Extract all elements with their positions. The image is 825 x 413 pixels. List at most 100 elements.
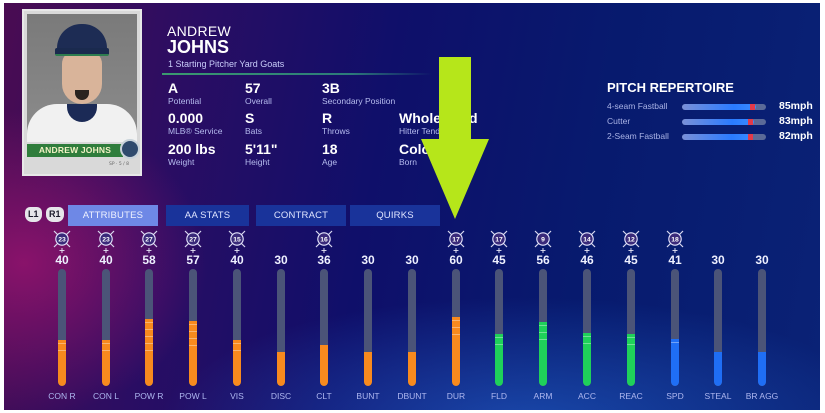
- svg-text:23: 23: [58, 237, 66, 244]
- plus-icon: +: [320, 246, 328, 255]
- attribute-value: 41: [668, 253, 682, 267]
- training-boost-icon: 23: [53, 230, 71, 248]
- attribute-label: SPD: [666, 391, 684, 401]
- pitch-speed-bar: [682, 134, 766, 140]
- attribute-bar: [714, 269, 722, 386]
- svg-text:27: 27: [189, 237, 197, 244]
- attribute-bar: [102, 269, 110, 386]
- attribute-acc[interactable]: 14 +46 ACC: [567, 228, 607, 408]
- plus-icon: +: [583, 246, 591, 255]
- pitch-row: 2-Seam Fastball 82mph: [607, 130, 817, 144]
- pitch-row: 4-seam Fastball 85mph: [607, 100, 817, 114]
- attribute-label: POW R: [134, 391, 164, 401]
- attribute-pow-r[interactable]: 27 +58 POW R: [129, 228, 169, 408]
- tab-contract[interactable]: CONTRACT: [256, 205, 346, 226]
- attribute-bar: [233, 269, 241, 386]
- attribute-label: STEAL: [704, 391, 732, 401]
- attribute-con-r[interactable]: 23 +40 CON R: [42, 228, 82, 408]
- attribute-label: DISC: [270, 391, 292, 401]
- attribute-label: POW L: [179, 391, 207, 401]
- svg-text:17: 17: [495, 237, 503, 244]
- attribute-value: 30: [711, 253, 725, 267]
- pitch-name: Cutter: [607, 116, 631, 126]
- attribute-value: 40: [230, 253, 244, 267]
- tab-aa-stats[interactable]: AA STATS: [166, 205, 249, 226]
- attribute-steal[interactable]: 30 STEAL: [698, 228, 738, 408]
- attribute-bar: [671, 269, 679, 386]
- attribute-label: REAC: [619, 391, 643, 401]
- plus-icon: +: [58, 246, 66, 255]
- attribute-bar: [189, 269, 197, 386]
- attribute-label: FLD: [490, 391, 508, 401]
- training-boost-icon: 23: [97, 230, 115, 248]
- training-boost-icon: 27: [140, 230, 158, 248]
- svg-text:18: 18: [671, 237, 679, 244]
- attribute-bar: [408, 269, 416, 386]
- attribute-bar: [277, 269, 285, 386]
- attribute-bar: [627, 269, 635, 386]
- attribute-bar: [495, 269, 503, 386]
- plus-icon: +: [627, 246, 635, 255]
- player-position-team: 1 Starting Pitcher Yard Goats: [168, 59, 285, 69]
- stat-born: Colo Born: [399, 141, 431, 168]
- jersey: [27, 104, 137, 142]
- attribute-label: ARM: [533, 391, 553, 401]
- attribute-value: 36: [317, 253, 331, 267]
- attribute-disc[interactable]: 30 DISC: [261, 228, 301, 408]
- attribute-dbunt[interactable]: 30 DBUNT: [392, 228, 432, 408]
- pitch-name: 4-seam Fastball: [607, 101, 668, 111]
- plus-icon: +: [539, 246, 547, 255]
- tab-quirks[interactable]: QUIRKS: [350, 205, 440, 226]
- attribute-value: 58: [142, 253, 156, 267]
- attribute-value: 30: [361, 253, 375, 267]
- plus-icon: +: [671, 246, 679, 255]
- card-subtext: SP · 5 / 8: [109, 162, 129, 167]
- pitch-speed-bar: [682, 119, 766, 125]
- training-boost-icon: 16: [315, 230, 333, 248]
- stat-bats: S Bats: [245, 110, 263, 137]
- training-boost-icon: 14: [578, 230, 596, 248]
- attribute-label: BUNT: [356, 391, 380, 401]
- attribute-label: DBUNT: [397, 391, 427, 401]
- attribute-bar: [58, 269, 66, 386]
- stat-secondary-position: 3B Secondary Position: [322, 80, 396, 107]
- svg-text:27: 27: [145, 237, 153, 244]
- card-nameplate: ANDREW JOHNS: [27, 144, 123, 157]
- training-boost-icon: 17: [490, 230, 508, 248]
- cap: [55, 24, 109, 56]
- attribute-br-agg[interactable]: 30 BR AGG: [742, 228, 782, 408]
- attribute-vis[interactable]: 15 +40 VIS: [217, 228, 257, 408]
- plus-icon: +: [189, 246, 197, 255]
- stat-overall: 57 Overall: [245, 80, 272, 107]
- attribute-reac[interactable]: 12 +45 REAC: [611, 228, 651, 408]
- attribute-bar: [583, 269, 591, 386]
- player-card: ANDREW JOHNS SP · 5 / 8: [22, 9, 142, 176]
- attribute-value: 57: [186, 253, 200, 267]
- stat-mlb-service: 0.000 MLB® Service: [168, 110, 223, 137]
- attribute-label: BR AGG: [745, 391, 779, 401]
- attribute-value: 45: [492, 253, 506, 267]
- attribute-con-l[interactable]: 23 +40 CON L: [86, 228, 126, 408]
- pitch-repertoire-title: PITCH REPERTOIRE: [607, 80, 734, 95]
- attribute-fld[interactable]: 17 +45 FLD: [479, 228, 519, 408]
- svg-text:14: 14: [583, 237, 591, 244]
- attribute-spd[interactable]: 18 +41 SPD: [655, 228, 695, 408]
- attribute-arm[interactable]: 9 +56 ARM: [523, 228, 563, 408]
- attribute-pow-l[interactable]: 27 +57 POW L: [173, 228, 213, 408]
- plus-icon: +: [145, 246, 153, 255]
- attribute-value: 30: [274, 253, 288, 267]
- pitch-row: Cutter 83mph: [607, 115, 817, 129]
- attribute-value: 30: [405, 253, 419, 267]
- arrow-down-icon: [421, 57, 489, 219]
- tab-attributes[interactable]: ATTRIBUTES: [68, 205, 158, 226]
- pitch-name: 2-Seam Fastball: [607, 131, 669, 141]
- r1-button-hint[interactable]: R1: [46, 207, 64, 222]
- stat-throws: R Throws: [322, 110, 350, 137]
- attribute-clt[interactable]: 16 +36 CLT: [304, 228, 344, 408]
- player-last-name: JOHNS: [167, 37, 230, 57]
- attribute-value: 45: [624, 253, 638, 267]
- attribute-bar: [364, 269, 372, 386]
- attribute-bunt[interactable]: 30 BUNT: [348, 228, 388, 408]
- attribute-dur[interactable]: 17 +60 DUR: [436, 228, 476, 408]
- l1-button-hint[interactable]: L1: [25, 207, 42, 222]
